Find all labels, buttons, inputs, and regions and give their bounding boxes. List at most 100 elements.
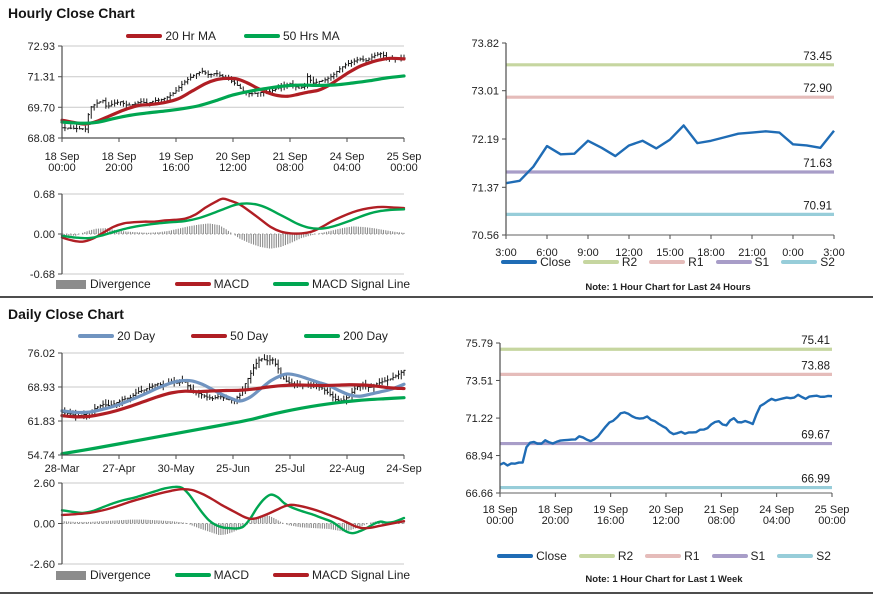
svg-text:16:00: 16:00 bbox=[597, 515, 625, 527]
legend-item-s1: S1 bbox=[715, 255, 770, 269]
legend-swatch bbox=[244, 34, 280, 38]
svg-text:18 Sep: 18 Sep bbox=[45, 151, 80, 163]
hourly-pivot-legend: Close R2 R1 S1 S2 bbox=[500, 255, 836, 269]
svg-text:27-Apr: 27-Apr bbox=[102, 463, 135, 475]
legend-label: 50 Day bbox=[230, 329, 269, 343]
legend-item-s2: S2 bbox=[777, 549, 831, 563]
hourly-macd-legend: Divergence MACD MACD Signal Line bbox=[55, 277, 410, 291]
legend-swatch bbox=[781, 260, 818, 264]
svg-text:69.70: 69.70 bbox=[27, 102, 55, 114]
svg-text:72.93: 72.93 bbox=[27, 41, 55, 53]
svg-text:08:00: 08:00 bbox=[276, 162, 304, 174]
svg-text:66.99: 66.99 bbox=[801, 474, 830, 486]
legend-label: Close bbox=[536, 549, 567, 563]
svg-text:0:00: 0:00 bbox=[782, 247, 803, 258]
svg-text:73.51: 73.51 bbox=[465, 375, 493, 387]
svg-text:0.68: 0.68 bbox=[34, 189, 55, 201]
legend-label: R2 bbox=[617, 549, 634, 563]
svg-text:00:00: 00:00 bbox=[390, 162, 418, 174]
legend-swatch bbox=[715, 260, 752, 264]
svg-text:73.82: 73.82 bbox=[471, 38, 499, 50]
hourly-pivot-chart: 73.82 73.01 72.19 71.37 70.56 73.45 72.90 71.63… bbox=[471, 38, 844, 258]
svg-text:3:00: 3:00 bbox=[823, 247, 844, 258]
legend-item-s1: S1 bbox=[711, 549, 766, 563]
svg-text:28-Mar: 28-Mar bbox=[45, 463, 80, 475]
svg-text:76.02: 76.02 bbox=[27, 348, 55, 360]
legend-label: 50 Hrs MA bbox=[283, 29, 340, 43]
svg-text:21 Sep: 21 Sep bbox=[704, 504, 739, 516]
svg-text:12:00: 12:00 bbox=[652, 515, 680, 527]
svg-text:20 Sep: 20 Sep bbox=[216, 151, 251, 163]
legend-item-20-hr-ma: 20 Hr MA bbox=[126, 29, 216, 43]
svg-text:54.74: 54.74 bbox=[27, 450, 55, 462]
svg-text:20:00: 20:00 bbox=[542, 515, 570, 527]
svg-text:0.00: 0.00 bbox=[34, 229, 55, 241]
legend-label: S1 bbox=[750, 549, 766, 563]
svg-text:25 Sep: 25 Sep bbox=[387, 151, 422, 163]
legend-label: MACD Signal Line bbox=[312, 277, 411, 291]
svg-text:22-Aug: 22-Aug bbox=[329, 463, 364, 475]
legend-swatch bbox=[78, 334, 115, 338]
legend-label: 200 Day bbox=[343, 329, 388, 343]
svg-text:24 Sep: 24 Sep bbox=[759, 504, 794, 516]
legend-swatch bbox=[497, 554, 534, 558]
legend-swatch bbox=[711, 554, 748, 558]
legend-label: S2 bbox=[820, 255, 835, 269]
svg-text:72.19: 72.19 bbox=[471, 134, 499, 146]
hourly-section-title: Hourly Close Chart bbox=[8, 5, 135, 21]
legend-item-s2: S2 bbox=[781, 255, 835, 269]
daily-macd-legend: Divergence MACD MACD Signal Line bbox=[55, 568, 410, 582]
svg-text:16:00: 16:00 bbox=[162, 162, 190, 174]
svg-text:08:00: 08:00 bbox=[708, 515, 736, 527]
svg-text:3:00: 3:00 bbox=[495, 247, 516, 258]
svg-text:25-Jun: 25-Jun bbox=[216, 463, 250, 475]
daily-pivot-note: Note: 1 Hour Chart for Last 1 Week bbox=[585, 574, 743, 585]
svg-text:68.08: 68.08 bbox=[27, 133, 55, 145]
legend-label: R1 bbox=[684, 549, 700, 563]
svg-text:19 Sep: 19 Sep bbox=[159, 151, 194, 163]
svg-text:25-Jul: 25-Jul bbox=[275, 463, 305, 475]
legend-label: MACD bbox=[213, 568, 249, 582]
legend-swatch bbox=[191, 334, 228, 338]
svg-text:24 Sep: 24 Sep bbox=[330, 151, 365, 163]
legend-label: 20 Hr MA bbox=[165, 29, 216, 43]
legend-label: MACD Signal Line bbox=[312, 568, 411, 582]
legend-swatch bbox=[578, 554, 615, 558]
svg-text:70.91: 70.91 bbox=[803, 200, 832, 212]
svg-text:75.79: 75.79 bbox=[465, 338, 493, 350]
legend-swatch bbox=[126, 34, 163, 38]
svg-text:75.41: 75.41 bbox=[801, 335, 830, 347]
hourly-macd-chart: 0.68 0.00 -0.68 bbox=[30, 189, 406, 281]
svg-text:71.63: 71.63 bbox=[803, 158, 832, 170]
legend-swatch bbox=[174, 573, 211, 577]
svg-text:00:00: 00:00 bbox=[486, 515, 514, 527]
svg-text:69.67: 69.67 bbox=[801, 430, 830, 442]
legend-label: 20 Day bbox=[117, 329, 156, 343]
svg-text:21 Sep: 21 Sep bbox=[273, 151, 308, 163]
svg-text:18 Sep: 18 Sep bbox=[483, 504, 518, 516]
svg-text:72.90: 72.90 bbox=[803, 83, 832, 95]
hourly-price-legend: 20 Hr MA 50 Hrs MA bbox=[62, 29, 404, 43]
svg-text:20 Sep: 20 Sep bbox=[649, 504, 684, 516]
legend-item-r1: R1 bbox=[645, 549, 700, 563]
section-divider-top bbox=[0, 296, 873, 298]
legend-item-50-day: 50 Day bbox=[191, 329, 268, 343]
svg-text:30-May: 30-May bbox=[158, 463, 195, 475]
svg-text:73.45: 73.45 bbox=[803, 51, 832, 63]
legend-swatch bbox=[649, 260, 686, 264]
daily-macd-chart: 2.60 0.00 -2.60 bbox=[30, 478, 406, 568]
legend-swatch bbox=[501, 260, 538, 264]
svg-text:25 Sep: 25 Sep bbox=[815, 504, 850, 516]
legend-item-close: Close bbox=[497, 549, 567, 563]
svg-text:18 Sep: 18 Sep bbox=[538, 504, 573, 516]
legend-swatch bbox=[273, 573, 309, 577]
svg-text:9:00: 9:00 bbox=[577, 247, 598, 258]
legend-swatch bbox=[55, 279, 86, 289]
svg-text:12:00: 12:00 bbox=[219, 162, 247, 174]
hourly-pivot-note: Note: 1 Hour Chart for Last 24 Hours bbox=[585, 282, 751, 293]
legend-label: S1 bbox=[754, 255, 770, 269]
svg-text:19 Sep: 19 Sep bbox=[593, 504, 628, 516]
svg-text:18 Sep: 18 Sep bbox=[102, 151, 137, 163]
